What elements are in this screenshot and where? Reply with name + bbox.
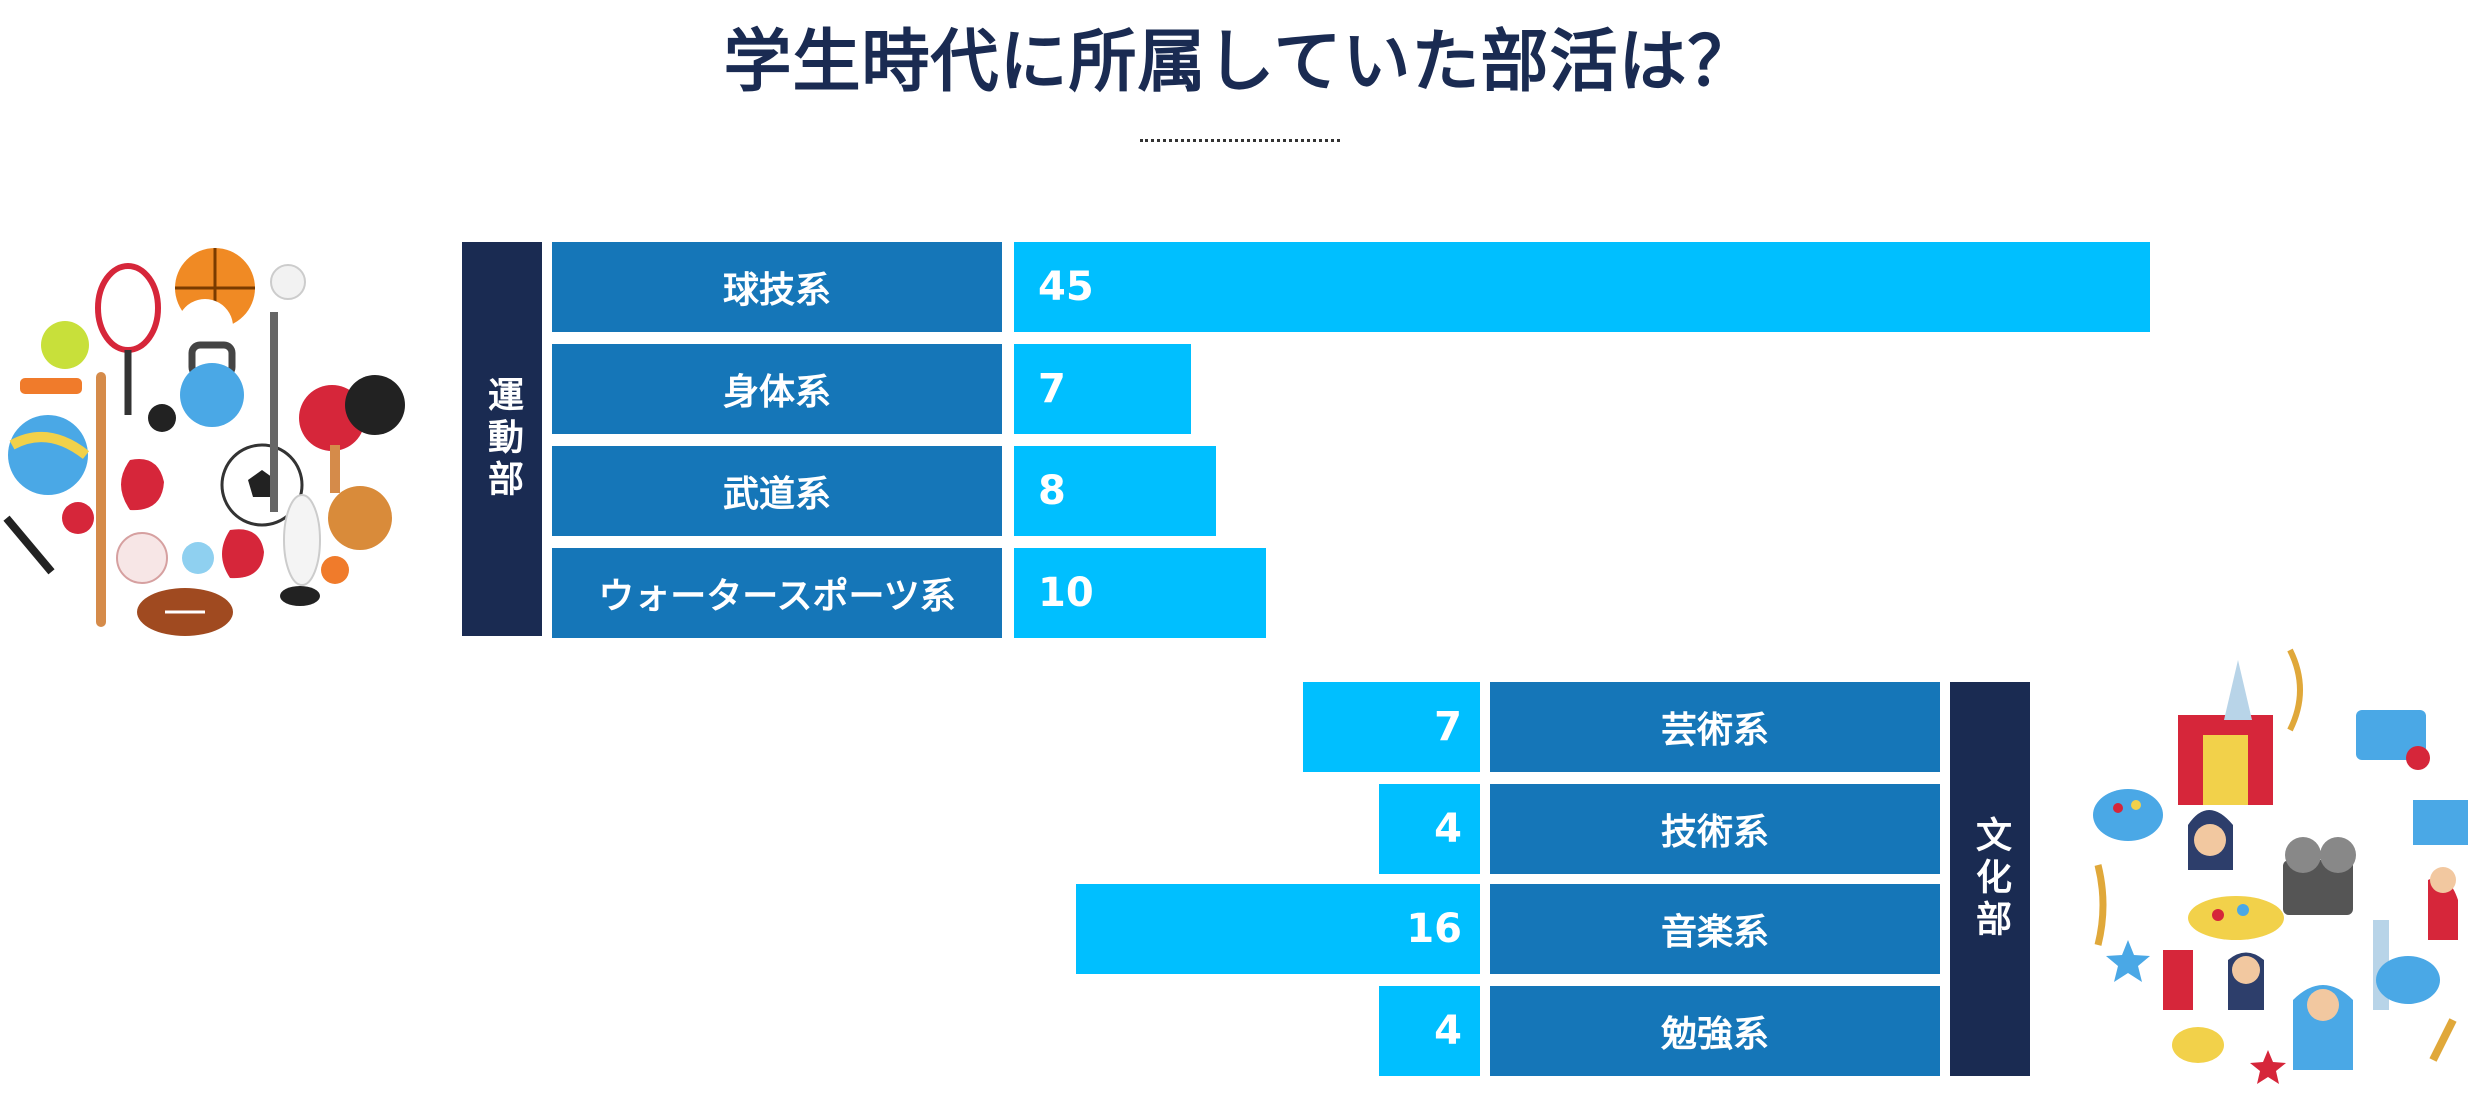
group-label-culture: 文化部 [1950,682,2030,1076]
value-label-physical: 7 [1038,366,1066,412]
category-label-music: 音楽系 [1490,884,1940,974]
value-label-ball-sports: 45 [1038,264,1094,310]
value-label-martial-arts: 8 [1038,468,1066,514]
bar-martial-arts: 8 [1014,446,1216,536]
bar-technical: 4 [1379,784,1480,874]
group-label-culture-text: 文化部 [1970,816,2011,942]
value-label-study: 4 [1434,1008,1462,1054]
value-label-water-sports: 10 [1038,570,1094,616]
category-label-ball-sports: 球技系 [552,242,1002,332]
category-label-study: 勉強系 [1490,986,1940,1076]
bar-arts: 7 [1303,682,1480,772]
value-label-arts: 7 [1434,704,1462,750]
group-label-sports-text: 運動部 [482,376,523,502]
bar-physical: 7 [1014,344,1191,434]
bar-water-sports: 10 [1014,548,1266,638]
arts-culture-icon [2093,648,2468,1084]
value-label-music: 16 [1406,906,1462,952]
group-label-sports: 運動部 [462,242,542,636]
category-label-physical: 身体系 [552,344,1002,434]
category-label-technical: 技術系 [1490,784,1940,874]
category-label-arts: 芸術系 [1490,682,1940,772]
category-label-martial-arts: 武道系 [552,446,1002,536]
chart-title: 学生時代に所属していた部活は？ [723,23,1757,102]
value-label-technical: 4 [1434,806,1462,852]
sports-equipment-icon [3,248,405,636]
category-label-water-sports: ウォータースポーツ系 [552,548,1002,638]
bar-music: 16 [1076,884,1480,974]
title-divider [1140,139,1340,142]
bar-study: 4 [1379,986,1480,1076]
bar-ball-sports: 45 [1014,242,2150,332]
